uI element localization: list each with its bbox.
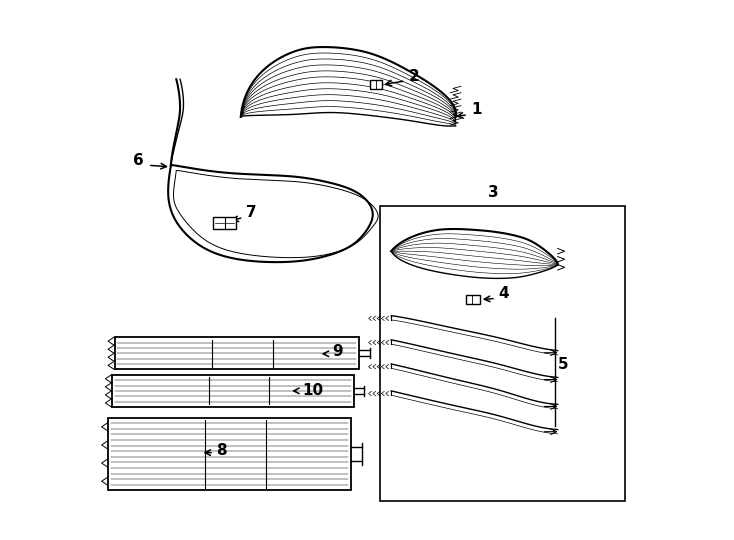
Text: 4: 4 xyxy=(498,287,509,301)
Bar xyxy=(370,80,382,89)
Text: 6: 6 xyxy=(134,153,144,168)
Bar xyxy=(466,295,480,305)
Bar xyxy=(108,418,351,490)
FancyBboxPatch shape xyxy=(214,218,236,229)
Bar xyxy=(115,337,359,369)
Text: 1: 1 xyxy=(472,102,482,117)
Polygon shape xyxy=(168,165,373,262)
Polygon shape xyxy=(391,229,558,279)
Polygon shape xyxy=(241,47,456,126)
Bar xyxy=(112,375,354,407)
Text: 7: 7 xyxy=(246,205,257,220)
Text: 5: 5 xyxy=(558,357,568,373)
Text: 8: 8 xyxy=(217,443,228,458)
Text: 9: 9 xyxy=(332,344,343,359)
Text: 2: 2 xyxy=(409,69,420,84)
Bar xyxy=(380,206,625,501)
Text: 3: 3 xyxy=(488,185,498,200)
Polygon shape xyxy=(171,79,184,165)
Text: 10: 10 xyxy=(302,383,324,397)
